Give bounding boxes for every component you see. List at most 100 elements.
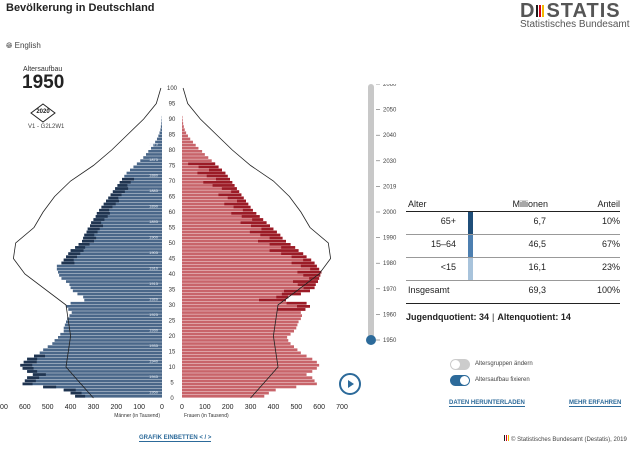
men-bar-age-79 (148, 150, 162, 153)
slider-handle[interactable] (366, 335, 376, 345)
col-millionen: Millionen (512, 199, 548, 209)
age-tick-85: 85 (169, 133, 176, 139)
women-bar-age-86 (182, 128, 185, 131)
logo-text: STATIS (546, 0, 621, 22)
birth-year-1905: 1905 (149, 250, 159, 255)
x-tick-women-600: 600 (313, 404, 325, 411)
women-bar-excess-age-49 (269, 243, 291, 246)
men-bar-age-61 (101, 205, 162, 209)
men-bar-age-68 (117, 184, 162, 187)
men-bar-age-46 (68, 252, 162, 255)
men-bar-excess-age-43 (61, 261, 75, 265)
women-bar-excess-age-56 (240, 221, 267, 224)
men-bar-age-65 (110, 193, 162, 197)
birth-year-1880: 1880 (149, 172, 159, 177)
embed-graphic-link[interactable]: GRAFIK EINBETTEN < / > (139, 435, 212, 442)
women-bar-age-24 (182, 320, 299, 324)
women-bar-excess-age-54 (261, 227, 274, 231)
men-bar-excess-age-7 (32, 373, 46, 376)
x-tick-women-300: 300 (245, 404, 257, 411)
destatis-logo[interactable]: D STATIS (520, 0, 621, 23)
men-bar-age-63 (106, 199, 162, 203)
men-bar-excess-age-49 (78, 243, 90, 246)
altersgruppen-toggle[interactable] (450, 359, 470, 370)
col-alter: Alter (408, 199, 427, 209)
jugendquotient: Jugendquotient: 34 (406, 312, 489, 322)
women-bar-age-52 (182, 233, 281, 237)
quotients: Jugendquotient: 34 | Altenquotient: 14 (406, 312, 571, 322)
men-bar-excess-age-53 (86, 230, 98, 234)
comparison-outline (12, 87, 332, 399)
women-bar-age-61 (182, 205, 251, 209)
men-bar-age-6 (27, 376, 163, 379)
women-bar-excess-age-74 (198, 165, 219, 169)
slider-year-1950: 1950 (383, 338, 397, 344)
women-bar-age-62 (182, 202, 249, 206)
women-bar-age-37 (182, 280, 318, 283)
women-bar-age-25 (182, 317, 301, 321)
age-tick-55: 55 (169, 226, 176, 232)
women-bar-age-82 (182, 140, 193, 144)
learn-more-link[interactable]: MEHR ERFAHREN (569, 400, 622, 407)
variant-badge[interactable] (30, 103, 56, 123)
women-bar-age-44 (182, 258, 312, 262)
men-bar-age-23 (64, 323, 162, 327)
women-bar-age-59 (182, 212, 257, 215)
men-bar-age-18 (54, 339, 163, 342)
women-bar-age-71 (182, 174, 228, 178)
men-bar-age-31 (84, 298, 162, 302)
men-bar-age-28 (68, 308, 162, 311)
men-bar-age-55 (90, 224, 162, 228)
row-alter: <15 (440, 262, 456, 272)
table-total-row: Insgesamt 69,3 100% (406, 281, 620, 304)
men-bar-age-78 (146, 153, 162, 156)
age-tick-35: 35 (169, 288, 176, 294)
men-bar-age-64 (108, 196, 162, 200)
age-tick-90: 90 (169, 117, 176, 123)
download-data-link[interactable]: DATEN HERUNTERLADEN (449, 400, 525, 407)
women-bar-age-18 (182, 339, 289, 342)
women-bar-excess-age-48 (281, 246, 296, 249)
birth-year-1935: 1935 (149, 343, 159, 348)
birth-year-1900: 1900 (149, 234, 159, 239)
year-slider[interactable]: 2060 2050 2040 2030 2019 2000 1990 1980 1970 1960… (362, 84, 412, 349)
women-bar-age-43 (182, 261, 315, 265)
women-bar-age-4 (182, 382, 317, 386)
women-bar-age-65 (182, 193, 242, 197)
women-bar-age-2 (182, 388, 276, 392)
birth-year-1920: 1920 (149, 296, 159, 301)
x-tick-women-500: 500 (290, 404, 302, 411)
men-bar-excess-age-51 (83, 236, 97, 240)
women-bar-age-50 (182, 239, 286, 243)
play-button[interactable] (339, 373, 361, 395)
men-bar-age-27 (71, 311, 162, 314)
men-bar-age-51 (83, 236, 162, 240)
men-bar-age-86 (160, 128, 162, 131)
men-bar-excess-age-57 (93, 218, 105, 221)
men-bar-excess-age-2 (63, 388, 76, 392)
row-millionen: 16,1 (528, 262, 546, 272)
birth-year-1940: 1940 (149, 358, 159, 363)
x-tick-women-700: 700 (336, 404, 348, 411)
age-tick-30: 30 (169, 303, 176, 309)
table-header: Alter Millionen Anteil (406, 195, 620, 212)
women-bar-age-87 (182, 125, 184, 128)
row-anteil: 23% (601, 262, 620, 272)
men-bar-age-76 (140, 159, 162, 162)
men-bar-age-16 (47, 345, 162, 348)
language-link[interactable]: 🌐︎ English (6, 41, 41, 51)
birth-year-1915: 1915 (149, 281, 159, 286)
men-bar-excess-age-5 (24, 379, 36, 383)
variant-code: V1 - G2L2W1 (28, 124, 65, 130)
women-bar-excess-age-50 (258, 239, 286, 243)
slider-track[interactable] (368, 84, 374, 340)
men-bar-age-56 (91, 221, 162, 224)
women-bar-age-81 (182, 143, 196, 147)
altersaufbau-toggle[interactable] (450, 375, 470, 386)
slider-year-2060: 2060 (383, 84, 397, 88)
women-bar-excess-age-52 (260, 233, 281, 237)
quotient-separator: | (492, 312, 495, 322)
women-bar-age-57 (182, 218, 264, 221)
women-bar-age-56 (182, 221, 267, 224)
women-bar-age-3 (182, 385, 297, 389)
